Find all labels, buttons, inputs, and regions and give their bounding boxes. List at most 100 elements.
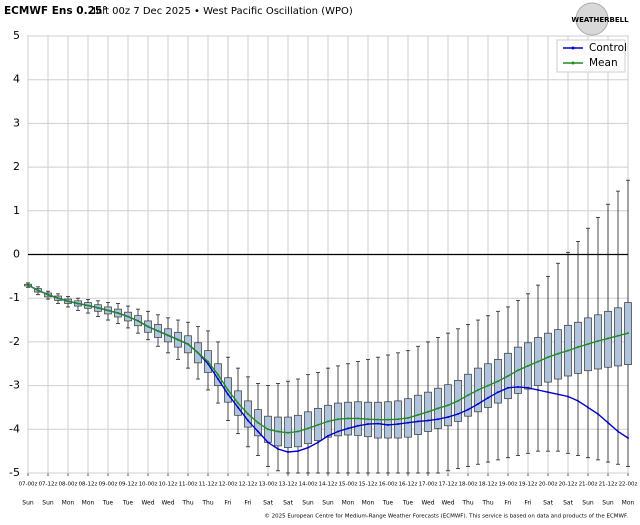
y-tick-label: 2 bbox=[13, 160, 20, 173]
series-point bbox=[237, 406, 239, 409]
x-tick-label: 10-00z bbox=[139, 482, 158, 488]
day-label: Mon bbox=[342, 500, 355, 507]
x-tick-label: 19-00z bbox=[499, 482, 518, 488]
logo-globe bbox=[575, 2, 609, 36]
day-label: Fri bbox=[244, 500, 251, 507]
day-label: Tue bbox=[102, 500, 114, 507]
x-tick-label: 20-00z bbox=[539, 482, 558, 488]
series-point bbox=[287, 431, 289, 434]
day-label: Thu bbox=[181, 500, 193, 507]
series-point bbox=[437, 418, 439, 421]
series-point bbox=[487, 396, 489, 399]
series-point bbox=[267, 428, 269, 431]
series-point bbox=[387, 418, 389, 421]
series-point bbox=[477, 388, 479, 391]
x-tick-label: 11-00z bbox=[179, 482, 198, 488]
series-point bbox=[617, 430, 619, 433]
day-label: Tue bbox=[382, 500, 394, 507]
series-point bbox=[197, 351, 199, 354]
series-point bbox=[357, 424, 359, 427]
x-tick-label: 18-00z bbox=[459, 482, 478, 488]
series-point bbox=[537, 388, 539, 391]
series-point bbox=[567, 395, 569, 398]
y-tick-label: 3 bbox=[13, 116, 20, 129]
x-tick-label: 21-00z bbox=[579, 482, 598, 488]
series-point bbox=[337, 430, 339, 433]
y-tick-label: 1 bbox=[13, 204, 20, 217]
series-point bbox=[547, 356, 549, 359]
x-tick-label: 18-12z bbox=[479, 482, 498, 488]
series-point bbox=[297, 430, 299, 433]
day-label: Sun bbox=[322, 500, 334, 507]
day-label: Sat bbox=[543, 500, 553, 507]
series-point bbox=[507, 374, 509, 377]
series-point bbox=[347, 427, 349, 430]
x-tick-label: 13-12z bbox=[279, 482, 298, 488]
series-point bbox=[367, 423, 369, 426]
y-tick-label: -1 bbox=[9, 291, 20, 304]
x-tick-label: 20-12z bbox=[559, 482, 578, 488]
series-point bbox=[477, 402, 479, 405]
legend-label: Control bbox=[589, 42, 627, 54]
x-tick-label: 22-00z bbox=[619, 482, 638, 488]
y-tick-label: -2 bbox=[9, 335, 20, 348]
logo: WEATHERBELL bbox=[571, 2, 629, 36]
x-tick-label: 08-12z bbox=[79, 482, 98, 488]
y-tick-label: -4 bbox=[9, 422, 20, 435]
series-point bbox=[397, 418, 399, 421]
series-point bbox=[557, 352, 559, 355]
series-point bbox=[277, 447, 279, 450]
day-label: Sun bbox=[602, 500, 614, 507]
series-point bbox=[237, 402, 239, 405]
series-point bbox=[187, 343, 189, 346]
day-label: Sat bbox=[283, 500, 293, 507]
series-point bbox=[77, 302, 79, 305]
series-point bbox=[377, 418, 379, 421]
series-point bbox=[547, 391, 549, 394]
x-tick-label: 11-12z bbox=[199, 482, 218, 488]
x-tick-label: 12-00z bbox=[219, 482, 238, 488]
day-label: Sun bbox=[42, 500, 54, 507]
chart-subtitle: Init 00z 7 Dec 2025 • West Pacific Oscil… bbox=[93, 6, 353, 17]
series-point bbox=[627, 332, 629, 335]
series-point bbox=[497, 391, 499, 394]
x-tick-label: 19-12z bbox=[519, 482, 538, 488]
series-point bbox=[377, 422, 379, 425]
day-label: Thu bbox=[481, 500, 493, 507]
series-point bbox=[497, 380, 499, 383]
series-point bbox=[567, 349, 569, 352]
series-point bbox=[257, 430, 259, 433]
series-point bbox=[537, 360, 539, 363]
x-tick-label: 17-12z bbox=[439, 482, 458, 488]
series-point bbox=[607, 421, 609, 424]
series-point bbox=[287, 451, 289, 454]
series-point bbox=[417, 413, 419, 416]
day-label: Sun bbox=[302, 500, 314, 507]
series-point bbox=[157, 329, 159, 332]
series-point bbox=[387, 423, 389, 426]
day-label: Tue bbox=[122, 500, 134, 507]
day-label: Mon bbox=[362, 500, 375, 507]
series-point bbox=[337, 418, 339, 421]
day-label: Fri bbox=[524, 500, 531, 507]
series-point bbox=[57, 297, 59, 300]
x-tick-label: 09-12z bbox=[119, 482, 138, 488]
series-point bbox=[227, 393, 229, 396]
series-point bbox=[317, 423, 319, 426]
day-label: Wed bbox=[421, 500, 434, 507]
series-point bbox=[327, 420, 329, 423]
x-tick-label: 16-00z bbox=[379, 482, 398, 488]
day-label: Wed bbox=[141, 500, 154, 507]
series-point bbox=[577, 346, 579, 349]
series-point bbox=[597, 340, 599, 343]
chart-title: ECMWF Ens 0.25° bbox=[4, 5, 107, 17]
series-point bbox=[557, 393, 559, 396]
series-point bbox=[97, 306, 99, 309]
series-point bbox=[437, 407, 439, 410]
series-point bbox=[407, 421, 409, 424]
series-point bbox=[587, 343, 589, 346]
series-point bbox=[297, 450, 299, 453]
series-point bbox=[577, 399, 579, 402]
series-point bbox=[427, 419, 429, 422]
day-label: Thu bbox=[461, 500, 473, 507]
